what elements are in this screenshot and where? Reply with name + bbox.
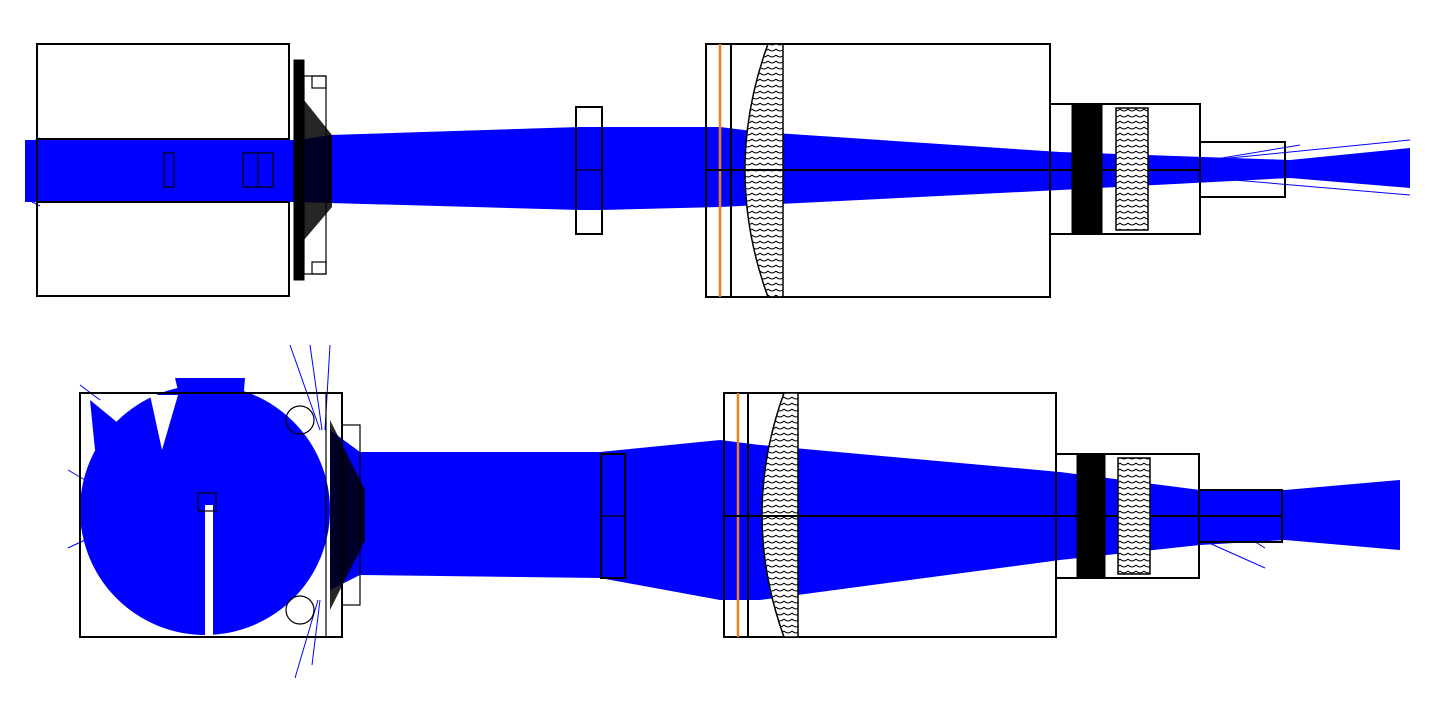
top-lens-element-2 <box>1115 107 1149 231</box>
bottom-bulb-mark <box>285 405 315 435</box>
top-output-tube <box>1199 141 1286 198</box>
bottom-lens-element-2 <box>1117 457 1151 575</box>
top-panel <box>24 43 1411 298</box>
bottom-panel <box>67 344 1400 679</box>
bottom-lens-element-1 <box>1076 453 1106 579</box>
bottom-output-tube <box>1198 489 1283 543</box>
bottom-emitter <box>197 492 217 512</box>
top-condenser-assembly <box>293 59 332 281</box>
top-emitter-element <box>163 152 175 188</box>
top-source-housing-upper <box>36 43 290 140</box>
top-source-housing-lower <box>36 201 290 297</box>
bottom-condenser-assembly <box>325 392 365 638</box>
top-lens-element-1 <box>1071 103 1103 235</box>
top-ray-bundle <box>24 127 1411 210</box>
